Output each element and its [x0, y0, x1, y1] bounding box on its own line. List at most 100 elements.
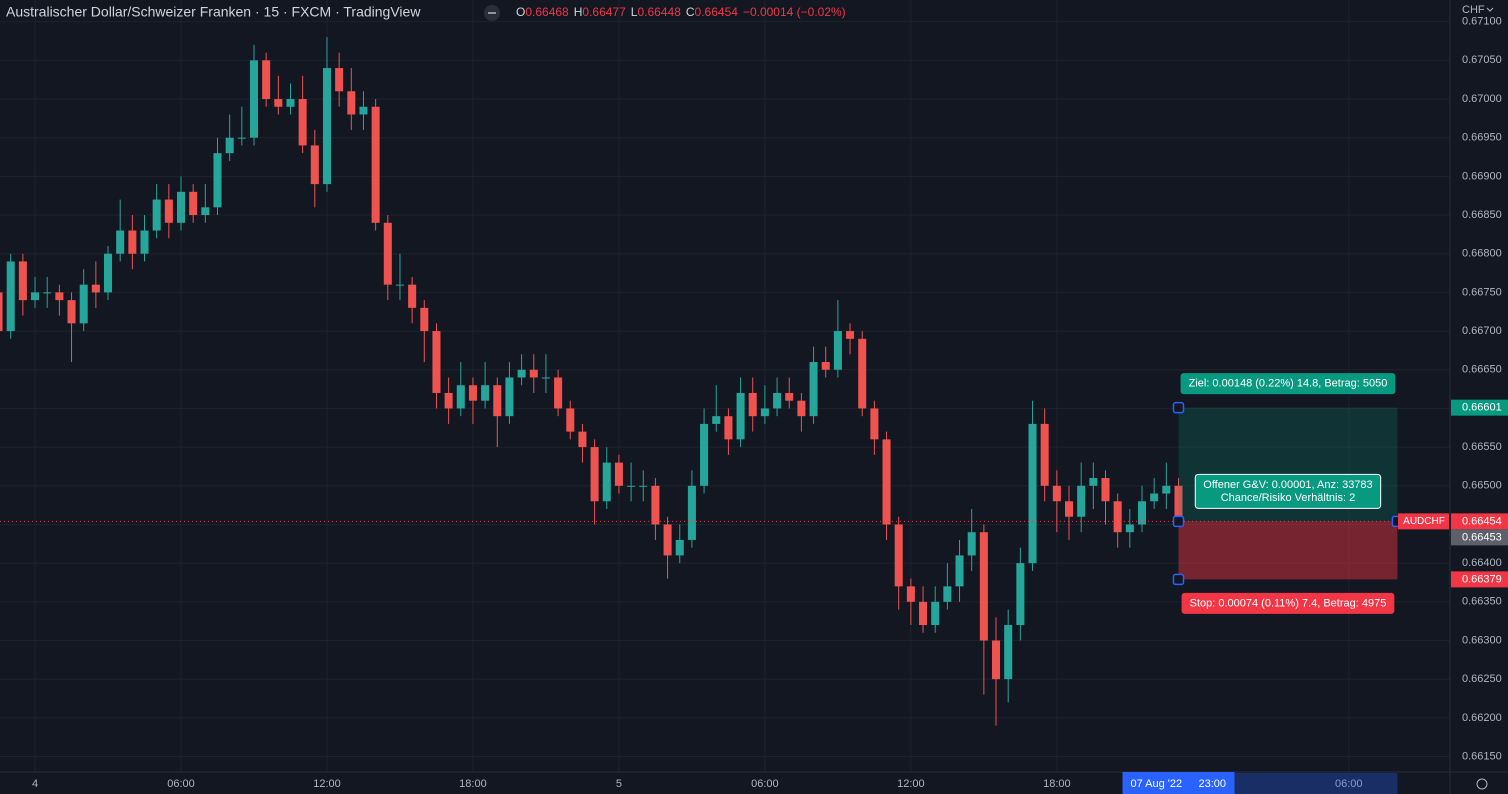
candle-body — [1004, 625, 1013, 680]
candle-body — [6, 261, 15, 332]
y-tick-label: 0.66350 — [1462, 596, 1502, 608]
candle-body — [383, 222, 392, 285]
x-tick-label: 12:00 — [313, 778, 341, 790]
candle-body — [529, 369, 538, 378]
y-tick-label: 0.66700 — [1462, 325, 1502, 337]
candle-body — [43, 292, 52, 294]
candle-body — [408, 284, 417, 308]
candle-body — [846, 331, 855, 339]
candle-body — [286, 99, 295, 107]
candle-body — [347, 91, 356, 115]
stop-label-text: Stop: 0.00074 (0.11%) 7.4, Betrag: 4975 — [1190, 597, 1387, 609]
candle-body — [237, 137, 246, 139]
position-tool[interactable]: Ziel: 0.00148 (0.22%) 14.8, Betrag: 5050… — [1172, 373, 1404, 614]
currency-label[interactable]: CHF — [1462, 4, 1485, 16]
candle-body — [371, 106, 380, 223]
candle-body — [785, 392, 794, 401]
stop-zone — [1178, 521, 1398, 580]
target-price-label: 0.66601 — [1462, 402, 1502, 414]
candle-body — [1016, 563, 1025, 626]
candle-body — [651, 485, 660, 525]
candle-body — [858, 338, 867, 409]
last-price-label-bg — [1451, 529, 1508, 546]
y-tick-label: 0.67050 — [1462, 54, 1502, 66]
candle-body — [1137, 501, 1147, 525]
candle-body — [481, 385, 490, 401]
entry-price-label-bg — [1451, 513, 1508, 530]
target-label-text: Ziel: 0.00148 (0.22%) 14.8, Betrag: 5050 — [1189, 378, 1388, 390]
candle-body — [0, 292, 3, 332]
candle-body — [310, 145, 319, 185]
x-tick-label: 4 — [32, 778, 38, 790]
y-tick-label: 0.66200 — [1462, 712, 1502, 724]
drag-handle[interactable] — [1172, 573, 1185, 586]
plot-area — [0, 37, 1450, 726]
y-tick-label: 0.66400 — [1462, 557, 1502, 569]
time-badge-time: 23:00 — [1198, 778, 1226, 790]
candle-body — [1113, 501, 1122, 533]
candle-body — [31, 292, 40, 301]
candle-body — [1162, 485, 1171, 494]
candle-body — [201, 207, 210, 216]
candle-body — [687, 485, 696, 540]
candle-body — [359, 106, 368, 115]
ohlc-key: O — [516, 5, 525, 19]
candle-body — [152, 199, 161, 231]
axis-settings-icon[interactable] — [1476, 778, 1488, 790]
candle-body — [67, 300, 76, 324]
candle-body — [992, 640, 1001, 680]
candle-body — [249, 60, 259, 138]
candle-body — [176, 191, 186, 223]
ohlc-value: 0.66448 — [637, 5, 681, 19]
candle-body — [602, 462, 611, 502]
candle-body — [554, 377, 563, 409]
x-tick-label: 5 — [616, 778, 622, 790]
target-price-label-bg — [1451, 399, 1508, 416]
candle-body — [1040, 423, 1049, 486]
candle-body — [189, 191, 198, 216]
last-price-label: 0.66453 — [1462, 531, 1502, 543]
y-tick-label: 0.66250 — [1462, 673, 1502, 685]
ohlc-key: L — [631, 5, 638, 19]
y-tick-label: 0.66750 — [1462, 286, 1502, 298]
candle-body — [505, 377, 514, 417]
candle-body — [833, 331, 842, 370]
candle-body — [456, 385, 465, 409]
candle-body — [274, 99, 283, 107]
candle-body — [712, 416, 721, 424]
info-label-text: Chance/Risiko Verhältnis: 2 — [1221, 492, 1356, 504]
candle-body — [140, 230, 149, 254]
y-tick-label: 0.66500 — [1462, 480, 1502, 492]
info-label-bg — [1194, 473, 1382, 509]
candle-body — [541, 377, 550, 379]
stop-label[interactable]: Stop: 0.00074 (0.11%) 7.4, Betrag: 4975 — [1181, 592, 1395, 614]
y-tick-label: 0.66300 — [1462, 634, 1502, 646]
target-label-bg — [1180, 373, 1396, 395]
drag-handle[interactable] — [1172, 515, 1185, 528]
candle-body — [225, 137, 234, 154]
symbol-tag: AUDCHF — [1403, 516, 1445, 527]
info-label[interactable]: Offener G&V: 0.00001, Anz: 33783Chance/R… — [1194, 473, 1382, 509]
time-badge-date: 07 Aug '22 — [1130, 778, 1182, 790]
candle-body — [760, 408, 769, 417]
y-tick-label: 0.66850 — [1462, 209, 1502, 221]
candle-body — [1174, 485, 1183, 522]
target-label[interactable]: Ziel: 0.00148 (0.22%) 14.8, Betrag: 5050 — [1180, 373, 1396, 395]
stop-price-label: 0.66379 — [1462, 573, 1502, 585]
candle-body — [55, 292, 64, 301]
candle-body — [979, 532, 988, 641]
candle-body — [1089, 478, 1098, 486]
candle-body — [262, 60, 271, 100]
time-range — [1234, 773, 1398, 794]
candle-body — [663, 524, 672, 556]
candle-body — [104, 253, 113, 293]
symbol-tag-bg — [1398, 513, 1449, 530]
ohlc-key: C — [686, 5, 695, 19]
drag-handle[interactable] — [1172, 401, 1185, 414]
candle-body — [1077, 485, 1086, 517]
y-tick-label: 0.66150 — [1462, 750, 1502, 762]
y-tick-label: 0.67100 — [1462, 16, 1502, 28]
ohlc-change: −0.00014 (−0.02%) — [743, 5, 846, 19]
